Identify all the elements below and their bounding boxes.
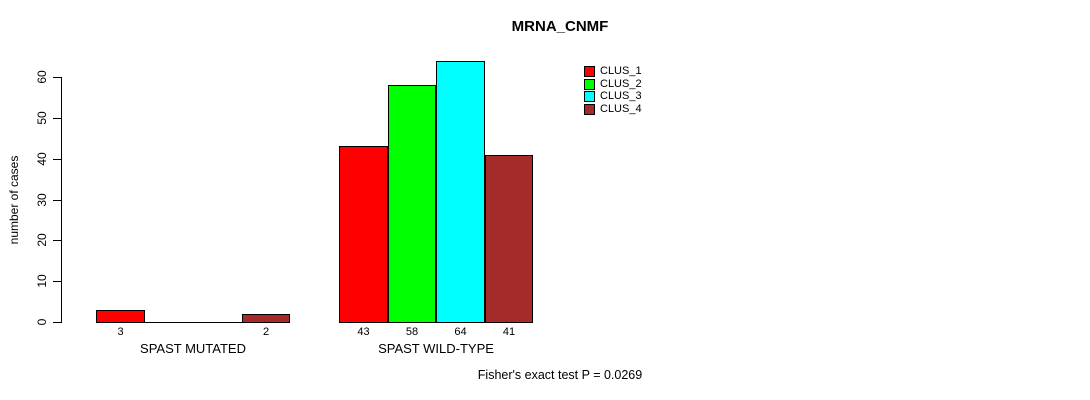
legend-swatch — [584, 91, 595, 103]
y-tick — [53, 281, 61, 282]
zero-height-bar — [145, 322, 193, 323]
legend-item: CLUS_3 — [584, 91, 642, 104]
y-tick-label: 10 — [35, 274, 49, 288]
legend-label: CLUS_1 — [600, 64, 642, 77]
y-tick-label: 60 — [35, 70, 49, 84]
stat-note: Fisher's exact test P = 0.0269 — [477, 368, 643, 382]
y-tick-label: 30 — [35, 193, 49, 207]
legend: CLUS_1 CLUS_2 CLUS_3 CLUS_4 — [584, 65, 642, 116]
bar — [242, 314, 290, 323]
y-tick — [53, 240, 61, 241]
bar — [96, 310, 145, 323]
x-group-label: SPAST WILD-TYPE — [378, 341, 494, 356]
zero-height-bar — [193, 322, 242, 323]
legend-label: CLUS_2 — [600, 77, 642, 90]
y-tick — [53, 200, 61, 201]
bar — [339, 146, 388, 323]
y-tick-label: 0 — [35, 318, 49, 326]
bar — [436, 61, 485, 323]
legend-swatch — [584, 104, 595, 116]
bar — [388, 85, 436, 323]
y-tick — [53, 118, 61, 119]
y-tick-label: 20 — [35, 233, 49, 247]
legend-swatch — [584, 65, 595, 77]
legend-swatch — [584, 78, 595, 90]
legend-label: CLUS_4 — [600, 103, 642, 116]
y-tick — [53, 159, 61, 160]
bar-value-label: 58 — [405, 326, 419, 338]
bar-value-label: 2 — [262, 326, 270, 338]
legend-label: CLUS_3 — [600, 90, 642, 103]
bar — [485, 155, 533, 323]
bar-value-label: 64 — [454, 326, 467, 338]
x-group-label: SPAST MUTATED — [140, 341, 246, 356]
y-axis-title: number of cases — [7, 155, 21, 245]
legend-item: CLUS_1 — [584, 65, 642, 78]
legend-item: CLUS_4 — [584, 103, 642, 116]
chart-title: MRNA_CNMF — [511, 18, 609, 35]
y-tick — [53, 77, 61, 78]
bar-value-label: 41 — [502, 326, 516, 338]
y-tick-label: 50 — [35, 111, 49, 125]
y-tick-label: 40 — [35, 152, 49, 166]
y-axis-line — [61, 77, 62, 323]
legend-item: CLUS_2 — [584, 78, 642, 91]
y-tick — [53, 322, 61, 323]
bar-value-label: 3 — [117, 326, 124, 338]
bar-value-label: 43 — [357, 326, 370, 338]
